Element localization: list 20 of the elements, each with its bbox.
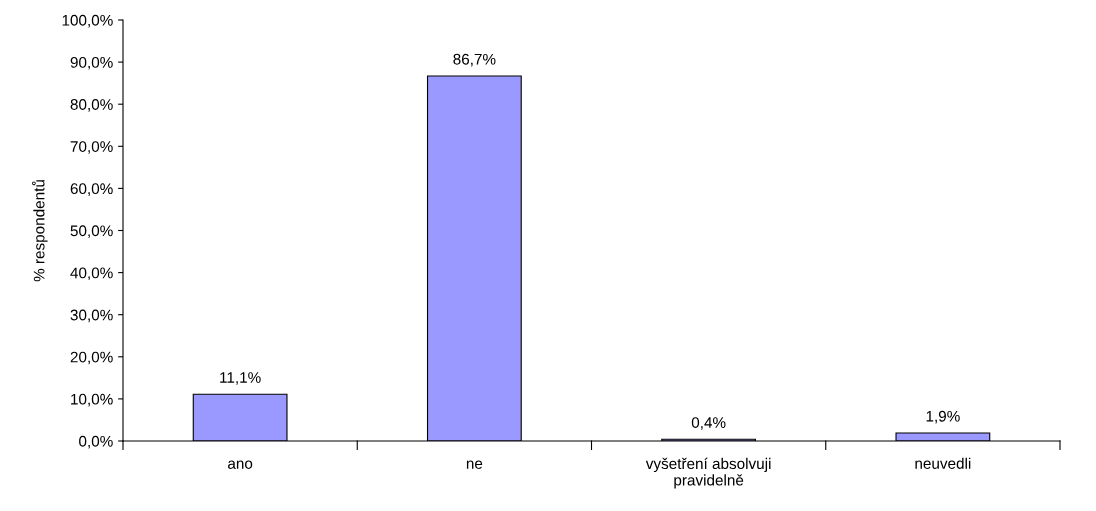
y-tick-label: 40,0% (70, 267, 113, 281)
y-tick-label: 100,0% (62, 14, 113, 28)
y-tick-label: 70,0% (70, 141, 113, 154)
data-label: 1,9% (926, 410, 960, 424)
x-tick-label: neuvedli (915, 457, 971, 469)
y-tick-label: 60,0% (70, 183, 113, 196)
data-label: 11,1% (220, 372, 261, 385)
y-tick-label: 0,0% (79, 435, 113, 449)
y-tick-label: 20,0% (70, 351, 113, 365)
x-tick-label: ano (228, 460, 253, 469)
y-tick-label: 50,0% (70, 225, 113, 238)
y-tick-label: 10,0% (71, 393, 113, 407)
y-tick-label: 90,0% (70, 56, 113, 70)
x-tick-label: ne (466, 460, 483, 469)
y-axis-title: % respondentů (32, 180, 48, 282)
data-label: 86,7% (453, 53, 496, 67)
y-tick-label: 80,0% (70, 99, 113, 112)
data-label: 0,4% (691, 417, 726, 430)
x-tick-label: vyšetření absolvuji pravidelně (645, 457, 771, 489)
y-tick-label: 30,0% (70, 309, 113, 323)
